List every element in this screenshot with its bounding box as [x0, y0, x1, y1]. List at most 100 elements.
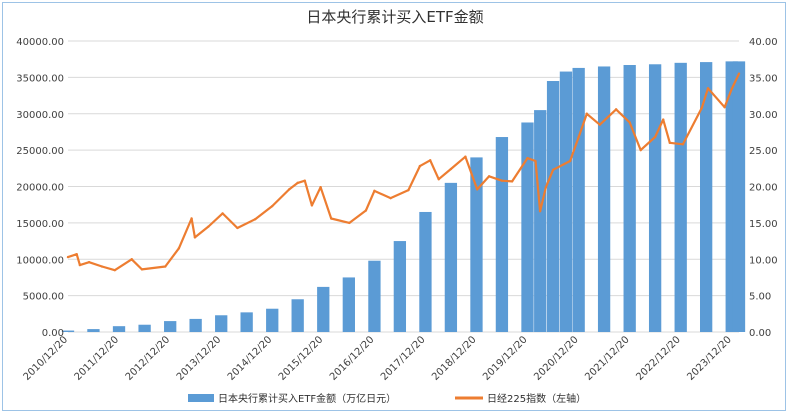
- nikkei-point: [303, 179, 307, 182]
- nikkei-point: [140, 268, 144, 271]
- nikkei-point: [449, 167, 453, 171]
- left-tick-label: 25000.00: [16, 146, 64, 157]
- left-tick-label: 30000.00: [16, 110, 64, 121]
- right-tick-label: 30.00: [749, 110, 778, 121]
- etf-bar: [393, 241, 407, 332]
- nikkei-point: [577, 135, 580, 139]
- nikkei-point: [113, 268, 117, 272]
- nikkei-point: [164, 265, 167, 268]
- nikkei-point: [87, 260, 91, 264]
- nikkei-point: [66, 255, 70, 259]
- nikkei-point: [487, 175, 491, 178]
- nikkei-point: [510, 180, 514, 183]
- nikkei-point: [437, 178, 440, 181]
- nikkei-line: [67, 73, 740, 272]
- nikkei-point: [287, 188, 291, 191]
- nikkei-point: [628, 121, 631, 124]
- nikkei-point: [639, 148, 642, 152]
- nikkei-point: [681, 143, 685, 146]
- x-tick-label: 2017/12/20: [379, 334, 428, 383]
- right-tick-label: 35.00: [749, 73, 778, 84]
- nikkei-point: [190, 217, 193, 220]
- nikkei-point: [296, 181, 299, 185]
- etf-bar: [470, 157, 483, 332]
- etf-bar: [87, 329, 100, 332]
- nikkei-point: [221, 212, 224, 215]
- right-tick-label: 25.00: [749, 146, 778, 157]
- chart-title: 日本央行累计买入ETF金额: [306, 8, 483, 26]
- etf-bar: [215, 315, 228, 332]
- etf-bar: [61, 330, 75, 332]
- etf-bar: [291, 299, 304, 332]
- x-tick-label: 2021/12/20: [583, 334, 632, 383]
- x-axis-ticks: 2010/12/20 2011/12/20 2012/12/20 2013/12/20…: [22, 334, 734, 383]
- etf-bar: [559, 71, 573, 333]
- nikkei-point: [700, 106, 704, 110]
- legend-swatch-etf: [188, 394, 214, 402]
- nikkei-point: [585, 112, 588, 115]
- nikkei-point: [526, 156, 529, 160]
- etf-bars: [61, 61, 746, 333]
- nikkei-point: [475, 188, 479, 191]
- left-axis-ticks: 0.00 5000.00 10000.00 15000.00 20000.00 25000…: [16, 37, 64, 339]
- x-tick-label: 2020/12/20: [532, 334, 581, 383]
- nikkei-point: [551, 168, 555, 171]
- etf-bar: [572, 67, 585, 332]
- nikkei-point: [544, 186, 548, 189]
- nikkei-point: [706, 87, 710, 90]
- x-tick-label: 2012/12/20: [124, 334, 173, 383]
- right-tick-label: 0.00: [749, 328, 771, 339]
- etf-bar: [368, 260, 381, 332]
- nikkei-point: [364, 209, 368, 212]
- nikkei-point: [100, 265, 104, 268]
- left-tick-label: 35000.00: [16, 73, 64, 84]
- etf-bar: [534, 110, 547, 332]
- nikkei-point: [662, 118, 665, 121]
- x-tick-label: 2022/12/20: [634, 334, 683, 383]
- etf-bar: [266, 308, 279, 332]
- x-tick-label: 2018/12/20: [430, 334, 479, 383]
- nikkei-point: [538, 210, 542, 213]
- watermark-logo-icon: [586, 380, 610, 404]
- x-tick-label: 2013/12/20: [175, 334, 224, 383]
- etf-bar: [521, 122, 534, 332]
- nikkei-point: [236, 226, 239, 230]
- nikkei-point: [730, 87, 733, 91]
- etf-bar: [419, 211, 432, 332]
- legend-label-nikkei: 日经225指数（左轴）: [487, 392, 586, 405]
- nikkei-point: [193, 236, 197, 239]
- etf-bar: [495, 137, 509, 332]
- etf-bar: [138, 324, 151, 332]
- nikkei-point: [253, 218, 257, 221]
- x-tick-label: 2015/12/20: [277, 334, 326, 383]
- left-tick-label: 40000.00: [16, 37, 64, 48]
- etf-bar: [342, 277, 355, 332]
- nikkei-point: [668, 141, 672, 145]
- nikkei-point: [464, 155, 467, 158]
- etf-bar: [112, 326, 126, 332]
- etf-bar: [546, 81, 560, 332]
- etf-bar: [674, 62, 687, 332]
- nikkei-point: [407, 188, 410, 192]
- nikkei-point: [614, 108, 618, 111]
- right-tick-label: 5.00: [749, 292, 771, 303]
- nikkei-point: [389, 196, 392, 200]
- etf-bar: [317, 286, 330, 332]
- nikkei-point: [373, 189, 376, 193]
- nikkei-point: [534, 159, 537, 163]
- x-tick-label: 2011/12/20: [73, 334, 122, 383]
- nikkei-point: [598, 123, 601, 126]
- etf-bar: [164, 321, 177, 332]
- etf-bar: [444, 182, 458, 332]
- nikkei-point: [271, 204, 274, 208]
- nikkei-point: [207, 225, 210, 228]
- etf-bar: [699, 62, 713, 332]
- right-tick-label: 10.00: [749, 255, 778, 266]
- left-tick-label: 0.00: [42, 328, 64, 339]
- right-tick-label: 40.00: [749, 37, 778, 48]
- left-tick-label: 10000.00: [16, 255, 64, 266]
- left-tick-label: 5000.00: [23, 292, 64, 303]
- watermark-text: 雪球：泓湖投资: [612, 382, 731, 403]
- nikkei-point: [568, 159, 572, 163]
